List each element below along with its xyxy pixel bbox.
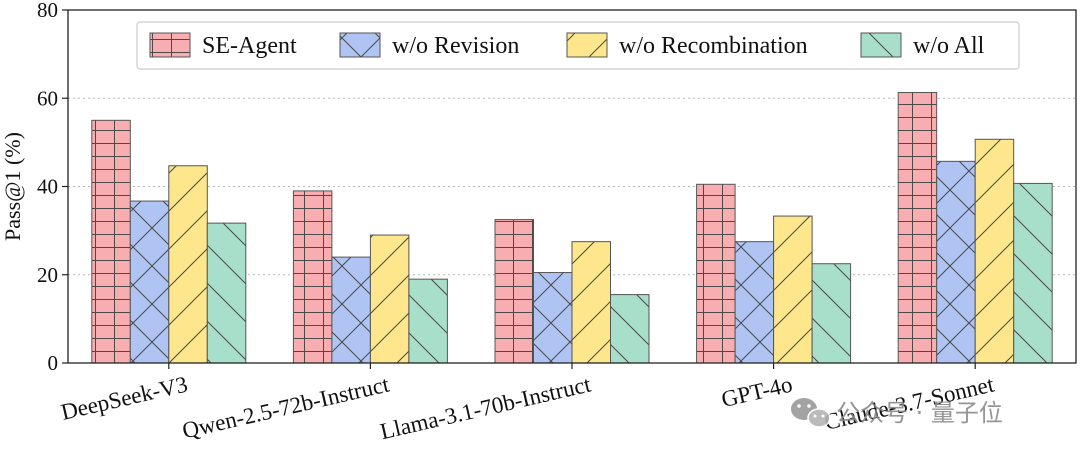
bar-hatch: [811, 263, 852, 364]
bar-w-o-recombination: [369, 234, 410, 364]
legend-item: SE-Agent: [149, 32, 297, 59]
x-tick-label: DeepSeek-V3: [59, 372, 190, 425]
bar-hatch: [331, 256, 371, 364]
x-tick-label: GPT-4o: [719, 372, 795, 413]
bar-hatch: [974, 138, 1015, 364]
bar-w-o-recombination: [773, 215, 813, 364]
legend-item: w/o Revision: [339, 32, 519, 59]
legend-label: w/o Revision: [392, 33, 519, 59]
bar-w-o-all: [408, 278, 448, 364]
y-axis: 0 20 40 60 80: [37, 0, 68, 375]
bar-w-o-recombination: [974, 138, 1015, 364]
bar-hatch: [408, 278, 448, 364]
bar-w-o-all: [206, 222, 247, 364]
bar-w-o-revision: [129, 200, 170, 364]
bar-hatch: [1013, 182, 1053, 364]
bar-hatch: [773, 215, 813, 364]
y-tick-label: 60: [37, 86, 58, 110]
bars: [91, 92, 1053, 364]
bar-se-agent: [897, 92, 938, 364]
bar-hatch: [936, 160, 976, 364]
bar-hatch: [610, 294, 650, 364]
legend-swatch-hatch: [860, 32, 902, 58]
legend-item: w/o All: [860, 32, 985, 59]
legend-label: SE-Agent: [202, 33, 297, 59]
bar-hatch: [129, 200, 170, 364]
bar-se-agent: [91, 119, 131, 364]
bar-hatch: [696, 183, 736, 364]
legend: SE-Agent w/o Revision w/o Recombination w/o…: [136, 21, 1020, 70]
bar-hatch: [91, 119, 131, 364]
bar-se-agent: [494, 219, 534, 364]
bar-hatch: [533, 272, 573, 364]
y-tick-label: 80: [37, 0, 58, 22]
bar-hatch: [168, 165, 208, 364]
x-tick-label: Llama-3.1-70b-Instruct: [378, 371, 594, 444]
bar-hatch: [494, 219, 534, 364]
bar-hatch: [369, 234, 410, 364]
bar-w-o-recombination: [571, 241, 611, 364]
bar-w-o-all: [610, 294, 650, 364]
bar-hatch: [206, 222, 247, 364]
y-tick-label: 40: [37, 175, 58, 199]
legend-label: w/o Recombination: [619, 33, 808, 59]
watermark-text: 公众号 · 量子位: [836, 399, 1003, 427]
bar-se-agent: [696, 183, 736, 364]
bar-w-o-all: [1013, 182, 1053, 364]
legend-swatch-hatch: [149, 32, 191, 58]
bar-hatch: [571, 241, 611, 364]
bar-hatch: [734, 241, 775, 364]
x-tick-label: Qwen-2.5-72b-Instruct: [180, 371, 392, 443]
bar-w-o-all: [811, 263, 852, 364]
legend-swatch-hatch: [566, 32, 608, 58]
y-axis-title: Pass@1 (%): [0, 132, 25, 241]
legend-swatch-hatch: [339, 32, 381, 58]
wechat-icon: [791, 398, 831, 428]
bar-hatch: [897, 92, 938, 364]
bar-w-o-revision: [936, 160, 976, 364]
bar-se-agent: [292, 190, 333, 364]
legend-label: w/o All: [913, 33, 985, 59]
bar-w-o-revision: [734, 241, 775, 364]
y-tick-label: 0: [48, 351, 59, 375]
bar-hatch: [292, 190, 333, 364]
bar-w-o-recombination: [168, 165, 208, 364]
legend-item: w/o Recombination: [566, 32, 808, 59]
bar-w-o-revision: [331, 256, 371, 364]
y-tick-label: 20: [37, 263, 58, 287]
watermark: 公众号 · 量子位: [791, 398, 1003, 428]
bar-w-o-revision: [533, 272, 573, 364]
